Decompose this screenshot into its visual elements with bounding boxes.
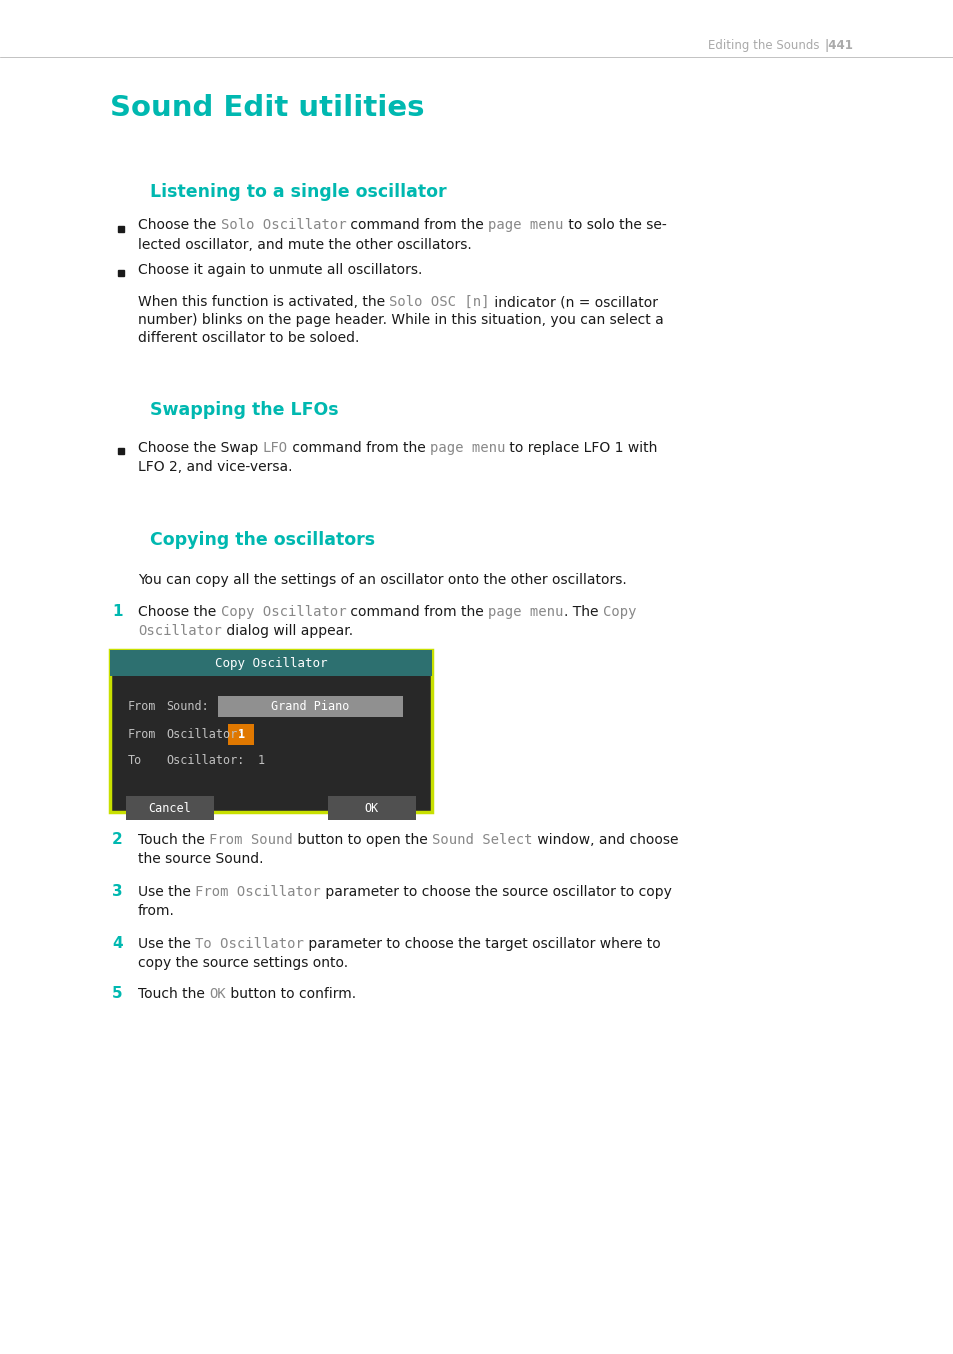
Text: Sound Select: Sound Select [432, 833, 532, 848]
Text: Choose the Swap: Choose the Swap [138, 441, 262, 455]
Text: different oscillator to be soloed.: different oscillator to be soloed. [138, 330, 359, 345]
Text: button to open the: button to open the [293, 833, 432, 848]
Bar [118, 226, 124, 232]
Text: . The: . The [563, 605, 602, 619]
Text: Solo Oscillator: Solo Oscillator [220, 218, 346, 232]
Text: page menu: page menu [488, 605, 563, 619]
Text: 1: 1 [112, 604, 122, 620]
Text: Touch the: Touch the [138, 833, 209, 848]
Text: Choose the: Choose the [138, 218, 220, 232]
Text: Choose the: Choose the [138, 605, 220, 619]
Text: From: From [128, 727, 156, 741]
Text: parameter to choose the source oscillator to copy: parameter to choose the source oscillato… [320, 886, 671, 899]
Text: Use the: Use the [138, 886, 195, 899]
Text: number) blinks on the page header. While in this situation, you can select a: number) blinks on the page header. While… [138, 313, 663, 328]
Text: You can copy all the settings of an oscillator onto the other oscillators.: You can copy all the settings of an osci… [138, 573, 626, 588]
Text: From Sound: From Sound [209, 833, 293, 848]
Text: to replace LFO 1 with: to replace LFO 1 with [505, 441, 657, 455]
Text: copy the source settings onto.: copy the source settings onto. [138, 956, 348, 969]
Text: lected oscillator, and mute the other oscillators.: lected oscillator, and mute the other os… [138, 238, 471, 252]
Text: Copy Oscillator: Copy Oscillator [220, 605, 346, 619]
Text: Cancel: Cancel [149, 802, 192, 815]
Text: 2: 2 [112, 833, 123, 848]
Text: window, and choose: window, and choose [532, 833, 678, 848]
Bar [328, 796, 416, 821]
Text: parameter to choose the target oscillator where to: parameter to choose the target oscillato… [304, 937, 660, 951]
Text: Solo OSC [n]: Solo OSC [n] [389, 295, 490, 309]
Text: to solo the se-: to solo the se- [563, 218, 666, 232]
Text: Grand Piano: Grand Piano [271, 700, 349, 712]
Bar [110, 650, 432, 812]
Bar [110, 650, 432, 676]
Text: Sound Edit utilities: Sound Edit utilities [110, 93, 424, 122]
Text: Sound:: Sound: [166, 700, 209, 712]
Text: Copy: Copy [602, 605, 636, 619]
Text: 1: 1 [257, 753, 265, 766]
Bar [118, 448, 124, 454]
Text: From Oscillator: From Oscillator [195, 886, 320, 899]
Text: the source Sound.: the source Sound. [138, 852, 263, 867]
Text: Editing the Sounds: Editing the Sounds [708, 38, 820, 51]
Bar [218, 696, 402, 718]
Text: button to confirm.: button to confirm. [226, 987, 355, 1001]
Text: from.: from. [138, 904, 174, 918]
Text: Oscillator: Oscillator [138, 624, 221, 638]
Text: LFO: LFO [262, 441, 288, 455]
Text: To: To [128, 753, 142, 766]
Text: |441: |441 [824, 38, 853, 51]
Text: Swapping the LFOs: Swapping the LFOs [150, 401, 338, 418]
Text: Copy Oscillator: Copy Oscillator [214, 657, 327, 669]
Text: Listening to a single oscillator: Listening to a single oscillator [150, 183, 446, 200]
Text: dialog will appear.: dialog will appear. [221, 624, 353, 638]
Text: page menu: page menu [430, 441, 505, 455]
Text: 5: 5 [112, 987, 123, 1002]
Text: OK: OK [209, 987, 226, 1001]
Text: To Oscillator: To Oscillator [195, 937, 304, 951]
Text: Use the: Use the [138, 937, 195, 951]
Text: page menu: page menu [488, 218, 563, 232]
Text: command from the: command from the [288, 441, 430, 455]
Text: When this function is activated, the: When this function is activated, the [138, 295, 389, 309]
Text: indicator (n = oscillator: indicator (n = oscillator [490, 295, 658, 309]
Text: command from the: command from the [346, 218, 488, 232]
Text: From: From [128, 700, 156, 712]
Text: Touch the: Touch the [138, 987, 209, 1001]
Text: OK: OK [364, 802, 378, 815]
Text: 4: 4 [112, 937, 123, 952]
Bar [228, 724, 253, 745]
Text: command from the: command from the [346, 605, 488, 619]
Text: Oscillator:: Oscillator: [166, 753, 244, 766]
Text: Choose it again to unmute all oscillators.: Choose it again to unmute all oscillator… [138, 263, 422, 278]
Bar [126, 796, 213, 821]
Text: 1: 1 [237, 727, 244, 741]
Text: Copying the oscillators: Copying the oscillators [150, 531, 375, 548]
Bar [118, 269, 124, 276]
Text: 3: 3 [112, 884, 123, 899]
Text: LFO 2, and vice-versa.: LFO 2, and vice-versa. [138, 460, 293, 474]
Text: Oscillator:: Oscillator: [166, 727, 244, 741]
